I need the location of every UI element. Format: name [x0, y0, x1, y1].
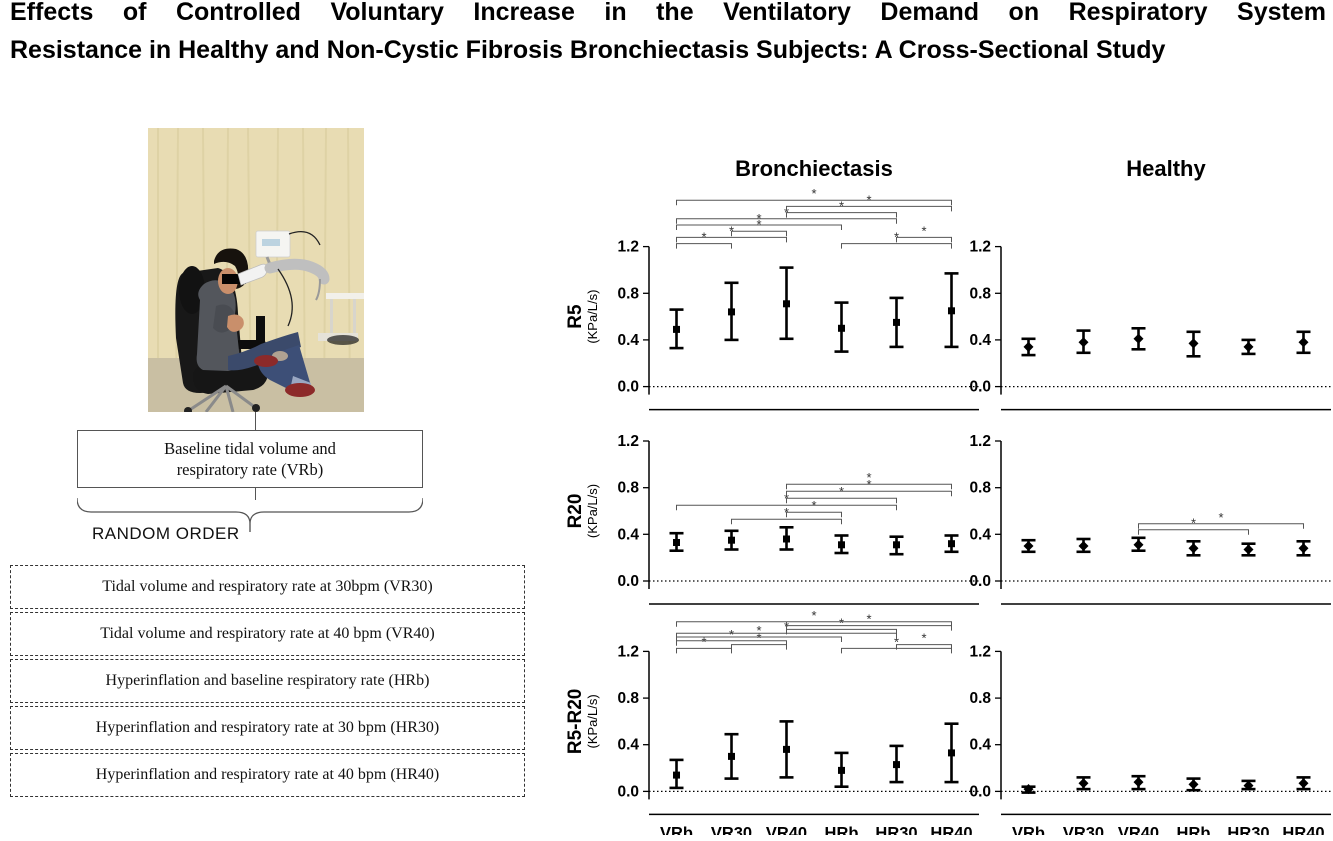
svg-text:0.8: 0.8	[618, 480, 640, 497]
svg-text:(KPa/L/s): (KPa/L/s)	[585, 484, 600, 538]
svg-text:0.0: 0.0	[969, 783, 991, 800]
svg-text:*: *	[757, 623, 762, 638]
svg-text:0.4: 0.4	[618, 737, 640, 754]
svg-text:VR40: VR40	[1117, 824, 1158, 835]
svg-text:0.8: 0.8	[618, 690, 640, 707]
svg-text:1.2: 1.2	[618, 239, 640, 256]
svg-text:1.2: 1.2	[969, 643, 991, 660]
svg-text:HRb: HRb	[825, 824, 859, 835]
svg-text:*: *	[922, 224, 927, 239]
svg-text:VR40: VR40	[766, 824, 807, 835]
svg-text:*: *	[839, 484, 844, 499]
svg-text:*: *	[867, 470, 872, 485]
svg-text:1.2: 1.2	[969, 433, 991, 450]
svg-text:HRb: HRb	[1176, 824, 1210, 835]
svg-text:1.2: 1.2	[618, 433, 640, 450]
svg-text:VRb: VRb	[660, 824, 693, 835]
svg-text:(KPa/L/s): (KPa/L/s)	[585, 290, 600, 344]
svg-text:*: *	[1190, 516, 1195, 531]
svg-text:HR40: HR40	[1282, 824, 1324, 835]
svg-text:VR30: VR30	[711, 824, 752, 835]
svg-text:0.4: 0.4	[969, 737, 991, 754]
svg-text:0.8: 0.8	[969, 286, 991, 303]
svg-text:*: *	[839, 615, 844, 630]
svg-text:HR30: HR30	[876, 824, 918, 835]
svg-text:0.4: 0.4	[969, 526, 991, 543]
svg-text:HR30: HR30	[1227, 824, 1269, 835]
svg-text:Bronchiectasis: Bronchiectasis	[735, 156, 893, 181]
svg-text:*: *	[812, 608, 817, 623]
svg-text:*: *	[1218, 510, 1223, 525]
svg-text:*: *	[922, 630, 927, 645]
svg-text:R20: R20	[567, 494, 586, 529]
svg-text:*: *	[812, 186, 817, 201]
svg-text:Healthy: Healthy	[1126, 156, 1206, 181]
svg-text:VR30: VR30	[1062, 824, 1103, 835]
svg-text:0.4: 0.4	[969, 332, 991, 349]
svg-text:VRb: VRb	[1012, 824, 1045, 835]
svg-text:0.8: 0.8	[969, 480, 991, 497]
svg-text:(KPa/L/s): (KPa/L/s)	[585, 694, 600, 748]
svg-text:*: *	[729, 627, 734, 642]
svg-text:1.2: 1.2	[618, 643, 640, 660]
svg-text:*: *	[812, 498, 817, 513]
svg-text:0.0: 0.0	[618, 783, 640, 800]
svg-text:R5: R5	[567, 304, 586, 329]
svg-text:1.2: 1.2	[969, 239, 991, 256]
svg-text:0.4: 0.4	[618, 332, 640, 349]
svg-text:*: *	[867, 611, 872, 626]
svg-text:0.8: 0.8	[618, 286, 640, 303]
svg-text:0.4: 0.4	[618, 526, 640, 543]
svg-text:0.8: 0.8	[969, 690, 991, 707]
svg-text:R5-R20: R5-R20	[567, 689, 586, 754]
